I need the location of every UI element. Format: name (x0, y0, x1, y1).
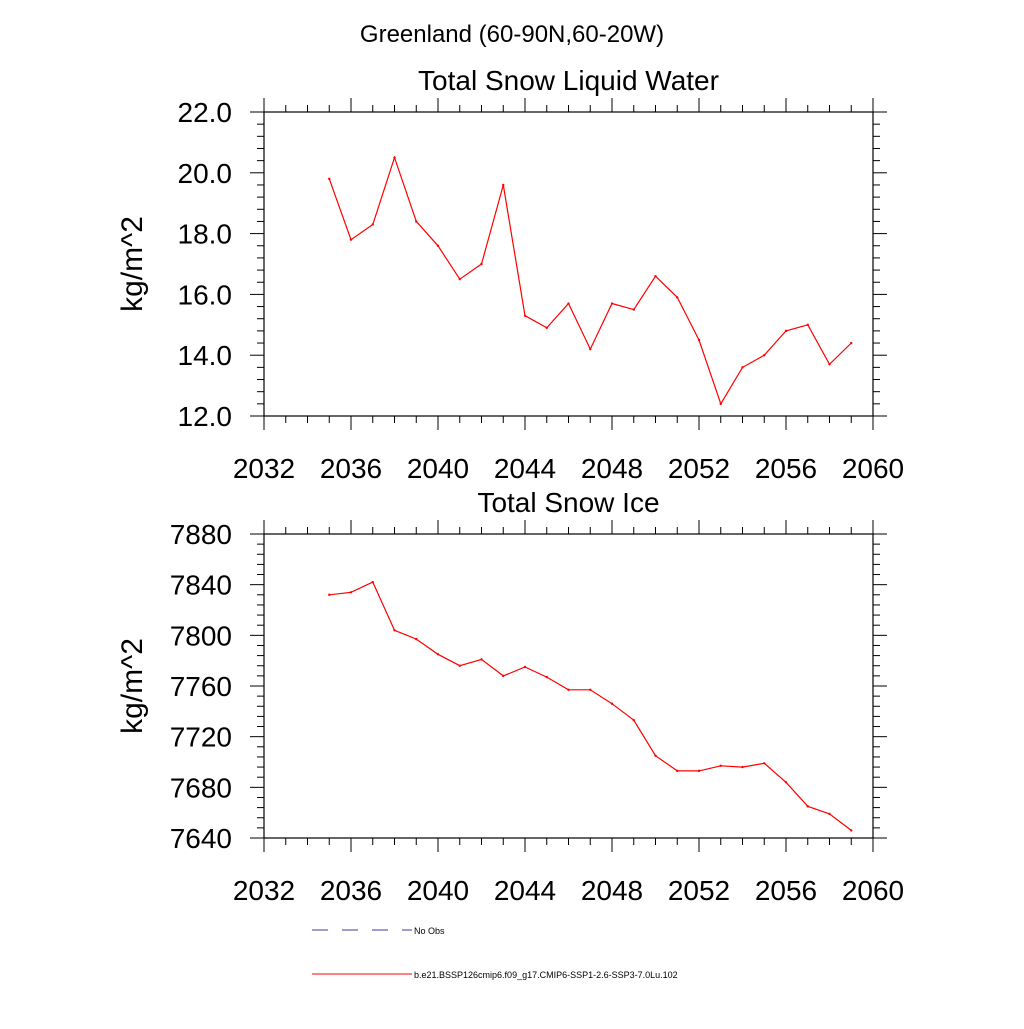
data-point (415, 637, 418, 641)
data-point (850, 341, 853, 345)
figure-suptitle: Greenland (60-90N,60-20W) (360, 21, 664, 48)
y-tick-label: 7880 (170, 519, 232, 550)
x-tick-label: 2056 (755, 875, 817, 906)
data-point (741, 366, 744, 369)
data-point (371, 223, 374, 226)
series-line (328, 155, 852, 406)
x-tick-label: 2060 (842, 875, 904, 906)
data-point (371, 580, 374, 584)
y-tick-label: 20.0 (178, 158, 233, 189)
chart-panel-2: Total Snow Ice 2032 2036 2040 2044 2048 2052 20… (116, 487, 904, 906)
x-tick-label: 2044 (494, 875, 556, 906)
data-point (806, 805, 809, 808)
data-point (523, 665, 527, 669)
data-point (480, 262, 483, 266)
data-point (719, 402, 722, 406)
data-point (502, 674, 505, 678)
data-point (545, 326, 548, 330)
chart-title: Total Snow Liquid Water (418, 65, 719, 96)
data-point (393, 629, 396, 632)
data-point (393, 156, 396, 159)
data-point (654, 274, 657, 278)
y-tick-label: 7640 (170, 823, 232, 854)
x-tick-label: 2048 (581, 875, 643, 906)
x-tick-label: 2032 (233, 875, 295, 906)
data-point (567, 688, 570, 691)
plot-frame (263, 533, 874, 839)
data-point (784, 781, 788, 784)
x-tick-label: 2040 (407, 453, 469, 484)
data-point (763, 762, 766, 765)
data-point (632, 308, 635, 311)
x-tick-label: 2060 (842, 453, 904, 484)
data-point (610, 702, 614, 705)
plot-frame (263, 111, 874, 417)
y-tick-label: 14.0 (178, 340, 233, 371)
data-point (741, 765, 744, 769)
x-tick-label: 2040 (407, 875, 469, 906)
data-point (567, 302, 570, 305)
chart-title: Total Snow Ice (477, 487, 659, 518)
x-tick-label: 2032 (233, 453, 295, 484)
y-axis-label: kg/m^2 (116, 216, 149, 312)
data-point (697, 769, 701, 773)
data-point (458, 664, 461, 667)
data-point (610, 302, 614, 305)
data-point (458, 278, 461, 281)
data-point (676, 769, 679, 773)
data-point (828, 363, 831, 366)
data-point (828, 812, 831, 816)
legend-label: b.e21.BSSP126cmip6.f09_g17.CMIP6-SSP1-2.… (414, 970, 678, 980)
y-tick-label: 16.0 (178, 279, 233, 310)
x-tick-label: 2052 (668, 875, 730, 906)
data-point (328, 593, 331, 596)
data-point (545, 675, 548, 679)
data-point (328, 177, 331, 181)
data-point (763, 354, 766, 357)
y-tick-label: 22.0 (178, 97, 233, 128)
data-point (784, 329, 788, 333)
data-point (415, 220, 418, 223)
y-tick-label: 18.0 (178, 219, 233, 250)
data-point (436, 244, 440, 247)
legend-label: No Obs (414, 926, 445, 936)
data-point (654, 754, 657, 757)
data-point (589, 347, 592, 351)
data-point (589, 688, 592, 691)
x-tick-label: 2048 (581, 453, 643, 484)
data-point (850, 829, 853, 832)
data-point (523, 314, 527, 317)
data-point (436, 653, 440, 656)
x-tick-label: 2056 (755, 453, 817, 484)
data-point (349, 591, 353, 594)
y-tick-label: 7680 (170, 772, 232, 803)
y-tick-label: 7800 (170, 620, 232, 651)
data-point (632, 719, 635, 722)
chart-panel-1: Total Snow Liquid Water 2032 2036 2040 2044 2… (116, 65, 904, 484)
data-point (502, 183, 505, 187)
series-line (329, 581, 852, 831)
x-tick-label: 2044 (494, 453, 556, 484)
x-tick-label: 2036 (320, 453, 382, 484)
data-point (349, 238, 353, 241)
data-point (676, 296, 679, 299)
x-tick-label: 2052 (668, 453, 730, 484)
x-tick-label: 2036 (320, 875, 382, 906)
data-point (480, 658, 483, 661)
y-axis-label: kg/m^2 (116, 638, 149, 734)
y-tick-label: 12.0 (178, 401, 233, 432)
y-tick-label: 7720 (170, 722, 232, 753)
y-tick-label: 7840 (170, 570, 232, 601)
legend: No Obs b.e21.BSSP126cmip6.f09_g17.CMIP6-S… (312, 926, 678, 980)
data-point (806, 323, 809, 326)
y-tick-label: 7760 (170, 671, 232, 702)
data-point (697, 338, 701, 342)
data-point (719, 764, 722, 767)
